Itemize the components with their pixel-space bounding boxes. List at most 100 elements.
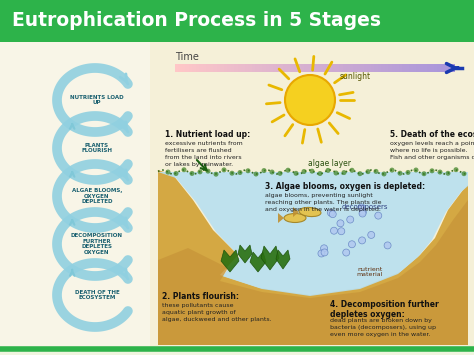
Circle shape xyxy=(438,169,443,174)
Circle shape xyxy=(270,170,274,175)
Circle shape xyxy=(318,171,322,176)
Circle shape xyxy=(320,245,328,252)
Bar xyxy=(200,64,203,72)
Bar xyxy=(238,64,242,72)
Bar xyxy=(402,64,407,72)
Bar xyxy=(263,64,266,72)
Bar xyxy=(354,64,357,72)
Bar xyxy=(319,64,322,72)
Circle shape xyxy=(262,168,266,173)
Bar xyxy=(378,64,382,72)
Text: oxygen levels reach a point
where no life is possible.
Fish and other organisms : oxygen levels reach a point where no lif… xyxy=(390,141,474,160)
Polygon shape xyxy=(293,207,299,217)
Circle shape xyxy=(343,249,350,256)
Circle shape xyxy=(421,171,427,176)
Bar xyxy=(322,64,326,72)
Bar xyxy=(417,64,420,72)
Bar xyxy=(304,64,309,72)
Text: PLANTS
FLOURISH: PLANTS FLOURISH xyxy=(82,143,112,153)
Circle shape xyxy=(375,212,382,219)
Circle shape xyxy=(382,171,386,176)
Bar xyxy=(231,64,235,72)
Text: nutrient
material: nutrient material xyxy=(357,267,383,277)
Circle shape xyxy=(165,170,171,175)
Bar xyxy=(361,64,365,72)
Bar xyxy=(196,64,200,72)
Text: DECOMPOSITION
FURTHER
DEPLETES
OXYGEN: DECOMPOSITION FURTHER DEPLETES OXYGEN xyxy=(71,233,123,255)
Circle shape xyxy=(206,169,210,174)
Polygon shape xyxy=(158,170,468,345)
Bar xyxy=(287,64,291,72)
Circle shape xyxy=(338,228,345,235)
Circle shape xyxy=(190,171,194,176)
Circle shape xyxy=(454,167,458,172)
Bar xyxy=(245,64,249,72)
Circle shape xyxy=(173,171,179,176)
Circle shape xyxy=(384,242,391,249)
Text: ALGAE BLOOMS,
OXYGEN
DEPLETED: ALGAE BLOOMS, OXYGEN DEPLETED xyxy=(72,188,122,204)
Circle shape xyxy=(405,170,410,175)
Circle shape xyxy=(334,170,338,175)
Bar xyxy=(185,64,190,72)
Circle shape xyxy=(329,211,336,218)
Bar xyxy=(406,64,410,72)
Text: NUTRIENTS LOAD
UP: NUTRIENTS LOAD UP xyxy=(70,94,124,105)
Bar xyxy=(399,64,403,72)
Bar xyxy=(210,64,214,72)
Bar xyxy=(315,64,319,72)
Ellipse shape xyxy=(299,207,321,217)
Text: DEATH OF THE
ECOSYSTEM: DEATH OF THE ECOSYSTEM xyxy=(74,290,119,300)
Bar xyxy=(308,64,312,72)
Bar xyxy=(213,64,218,72)
Circle shape xyxy=(337,220,344,227)
Circle shape xyxy=(359,208,366,215)
Polygon shape xyxy=(276,250,290,269)
Bar xyxy=(430,64,435,72)
Bar xyxy=(350,64,354,72)
Bar xyxy=(217,64,221,72)
Circle shape xyxy=(198,169,202,174)
Bar xyxy=(382,64,385,72)
Circle shape xyxy=(285,167,291,172)
Circle shape xyxy=(237,170,243,175)
Circle shape xyxy=(246,168,250,173)
Circle shape xyxy=(330,227,337,234)
Text: these pollutants cause
aquatic plant growth of
algae, duckweed and other plants.: these pollutants cause aquatic plant gro… xyxy=(162,303,272,322)
Bar xyxy=(392,64,396,72)
Bar xyxy=(452,64,456,72)
Bar xyxy=(280,64,284,72)
Circle shape xyxy=(310,168,315,173)
Bar xyxy=(427,64,431,72)
Bar xyxy=(336,64,340,72)
Bar xyxy=(192,64,197,72)
Text: 4. Decomposition further
depletes oxygen:: 4. Decomposition further depletes oxygen… xyxy=(330,300,439,320)
Bar xyxy=(252,64,256,72)
Bar xyxy=(248,64,253,72)
Bar xyxy=(175,64,179,72)
Bar xyxy=(189,64,193,72)
Circle shape xyxy=(326,168,330,173)
Circle shape xyxy=(358,237,365,244)
Bar xyxy=(434,64,438,72)
Text: algae layer: algae layer xyxy=(309,159,352,168)
Bar xyxy=(220,64,225,72)
Bar xyxy=(207,64,210,72)
Circle shape xyxy=(293,171,299,176)
Bar xyxy=(374,64,379,72)
Bar xyxy=(294,64,298,72)
Bar xyxy=(445,64,448,72)
Circle shape xyxy=(328,209,335,216)
Polygon shape xyxy=(221,250,239,272)
Text: 3. Algae blooms, oxygen is depleted:: 3. Algae blooms, oxygen is depleted: xyxy=(265,182,425,191)
Text: Eutrophication Process in 5 Stages: Eutrophication Process in 5 Stages xyxy=(12,11,381,31)
Circle shape xyxy=(398,171,402,176)
Bar xyxy=(371,64,375,72)
Bar xyxy=(273,64,277,72)
Bar xyxy=(203,64,207,72)
Circle shape xyxy=(446,171,450,176)
Bar xyxy=(343,64,347,72)
Bar xyxy=(266,64,270,72)
Circle shape xyxy=(341,170,346,175)
Polygon shape xyxy=(158,200,468,345)
Text: 5. Death of the ecosystem:: 5. Death of the ecosystem: xyxy=(390,130,474,139)
